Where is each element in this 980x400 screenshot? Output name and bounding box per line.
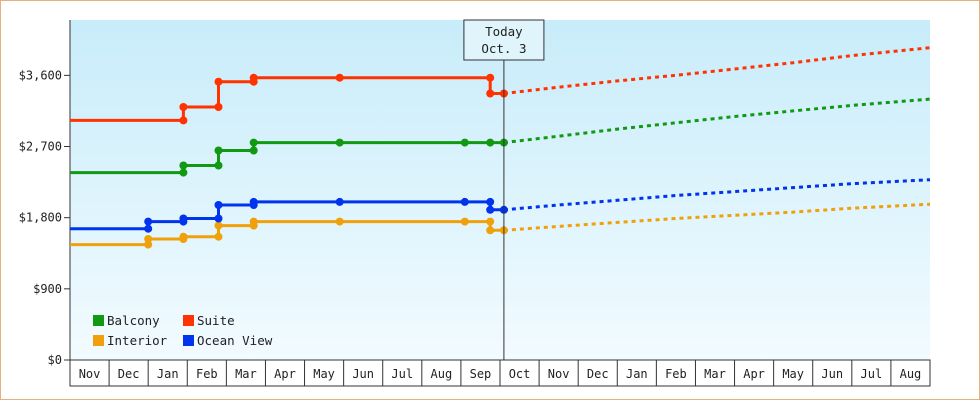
data-point: [486, 197, 495, 206]
data-point: [214, 232, 223, 241]
legend: Balcony Suite Interior Ocean View: [93, 313, 273, 348]
data-point: [179, 161, 188, 170]
data-point: [249, 73, 258, 82]
x-tick-label: Apr: [743, 367, 765, 381]
data-point: [179, 214, 188, 223]
legend-label: Ocean View: [197, 333, 273, 348]
data-point: [179, 103, 188, 111]
x-tick-label: Sep: [470, 367, 492, 381]
x-tick-label: Feb: [196, 367, 218, 381]
y-tick-label: $1,800: [19, 211, 62, 225]
x-tick-label: Nov: [548, 367, 570, 381]
x-tick-label: Dec: [587, 367, 609, 381]
x-tick-label: Nov: [79, 367, 101, 381]
legend-swatch: [183, 315, 194, 326]
x-tick-label: Jun: [821, 367, 843, 381]
y-axis: $0 $900 $1,800 $2,700 $3,600: [19, 20, 71, 367]
y-tick-label: $0: [48, 353, 62, 367]
data-point: [249, 146, 258, 155]
today-label: Today: [485, 24, 523, 39]
data-point: [335, 217, 344, 226]
data-point: [214, 201, 223, 209]
legend-label: Balcony: [107, 313, 160, 328]
data-point: [214, 161, 223, 170]
plot-area: [70, 20, 930, 360]
legend-swatch: [93, 335, 104, 346]
x-tick-label: Jan: [157, 367, 179, 381]
today-date: Oct. 3: [481, 41, 526, 56]
x-tick-label: Jul: [861, 367, 883, 381]
data-point: [486, 205, 495, 214]
legend-label: Suite: [197, 313, 235, 328]
x-tick-label: Apr: [274, 367, 296, 381]
series-group: [70, 46, 931, 249]
data-point: [486, 73, 495, 82]
x-tick-label: Dec: [118, 367, 140, 381]
data-point: [460, 217, 469, 226]
legend-swatch: [183, 335, 194, 346]
x-tick-label: Jun: [352, 367, 374, 381]
series-line-history: [70, 200, 504, 231]
data-point: [214, 77, 223, 86]
series-line-forecast: [503, 202, 931, 232]
x-tick-label: Jul: [391, 367, 413, 381]
x-tick-label: Feb: [665, 367, 687, 381]
data-point: [214, 103, 223, 111]
data-point: [335, 197, 344, 206]
data-point: [214, 146, 223, 155]
today-marker: Today Oct. 3: [463, 19, 545, 360]
data-point: [144, 235, 153, 243]
legend-swatch: [93, 315, 104, 326]
data-point: [335, 138, 344, 147]
data-point: [249, 217, 258, 226]
data-point: [179, 232, 188, 241]
data-point: [214, 221, 223, 230]
x-tick-label: Aug: [900, 367, 922, 381]
data-point: [486, 89, 495, 98]
data-point: [335, 73, 344, 82]
data-point: [179, 116, 188, 125]
series-line-forecast: [503, 178, 931, 212]
x-tick-label: Aug: [431, 367, 453, 381]
data-point: [144, 217, 153, 226]
data-point: [179, 168, 188, 177]
x-tick-label: Oct: [509, 367, 531, 381]
data-point: [460, 138, 469, 147]
data-point: [486, 217, 495, 226]
y-tick-label: $2,700: [19, 140, 62, 154]
data-point: [460, 197, 469, 206]
series-line-forecast: [503, 46, 931, 95]
x-axis: Nov Dec Jan Feb Mar Apr May Jun Jul Aug Sep Oct Nov D…: [69, 359, 931, 387]
legend-label: Interior: [107, 333, 168, 348]
data-point: [249, 138, 258, 147]
x-tick-label: May: [313, 367, 335, 381]
y-tick-label: $3,600: [19, 68, 62, 82]
data-point: [486, 226, 495, 235]
data-point: [486, 138, 495, 147]
x-tick-label: May: [782, 367, 804, 381]
today-box: [463, 19, 545, 61]
x-tick-label: Mar: [235, 367, 257, 381]
data-point: [214, 214, 223, 223]
data-point: [144, 224, 153, 233]
data-point: [144, 240, 153, 249]
x-tick-label: Jan: [626, 367, 648, 381]
series-line-history: [70, 220, 504, 247]
y-tick-label: $900: [33, 282, 62, 296]
series-line-forecast: [503, 97, 931, 145]
data-point: [249, 197, 258, 206]
x-tick-label: Mar: [704, 367, 726, 381]
